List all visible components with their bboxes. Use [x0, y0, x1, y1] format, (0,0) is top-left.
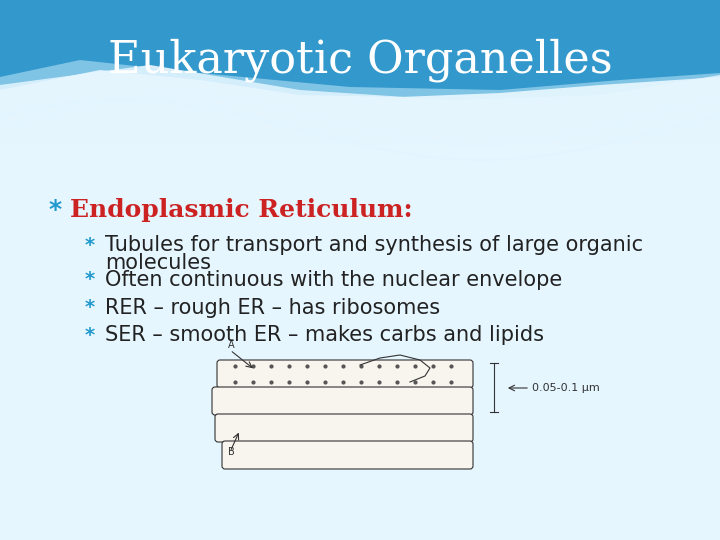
- Polygon shape: [0, 60, 720, 540]
- Text: A: A: [228, 340, 235, 350]
- Text: Eukaryotic Organelles: Eukaryotic Organelles: [108, 38, 612, 82]
- Text: 0.05-0.1 μm: 0.05-0.1 μm: [532, 383, 600, 393]
- FancyBboxPatch shape: [0, 0, 720, 145]
- Text: *: *: [85, 299, 95, 318]
- Text: *: *: [85, 326, 95, 345]
- FancyBboxPatch shape: [222, 441, 473, 469]
- Text: *: *: [85, 235, 95, 254]
- Text: Tubules for transport and synthesis of large organic: Tubules for transport and synthesis of l…: [105, 235, 643, 255]
- Text: *: *: [85, 271, 95, 289]
- Text: B: B: [228, 447, 235, 457]
- Text: molecules: molecules: [105, 253, 211, 273]
- FancyBboxPatch shape: [217, 360, 473, 388]
- FancyBboxPatch shape: [215, 414, 473, 442]
- Text: *: *: [48, 198, 62, 222]
- Text: SER – smooth ER – makes carbs and lipids: SER – smooth ER – makes carbs and lipids: [105, 325, 544, 345]
- FancyBboxPatch shape: [212, 387, 473, 415]
- Text: RER – rough ER – has ribosomes: RER – rough ER – has ribosomes: [105, 298, 440, 318]
- Polygon shape: [0, 70, 720, 540]
- Polygon shape: [0, 65, 720, 540]
- Text: Endoplasmic Reticulum:: Endoplasmic Reticulum:: [70, 198, 413, 222]
- Text: Often continuous with the nuclear envelope: Often continuous with the nuclear envelo…: [105, 270, 562, 290]
